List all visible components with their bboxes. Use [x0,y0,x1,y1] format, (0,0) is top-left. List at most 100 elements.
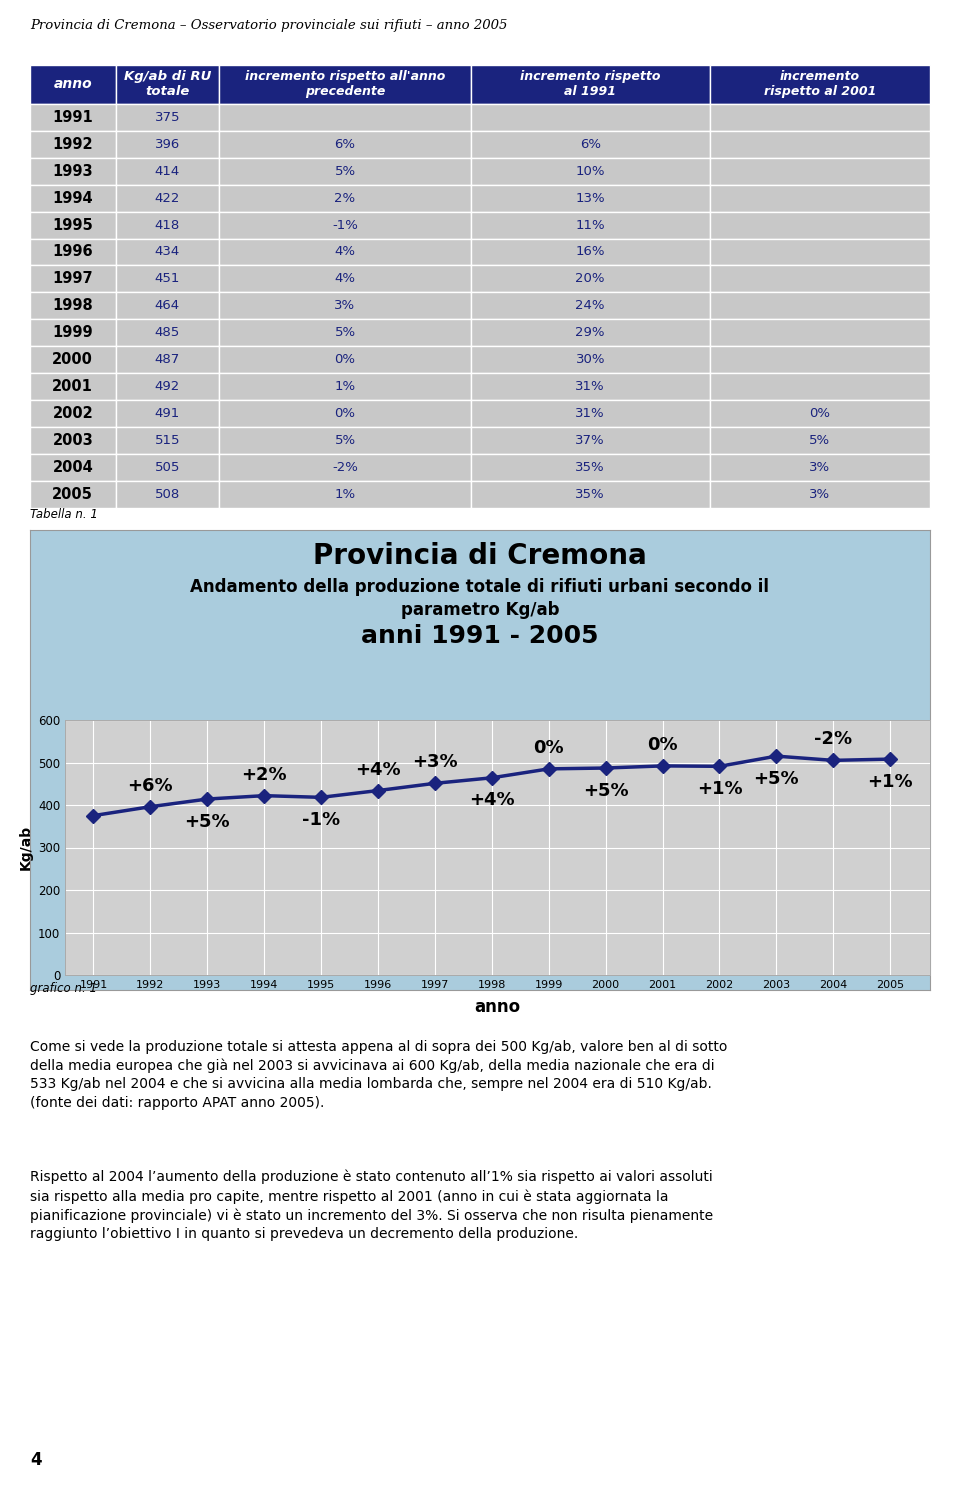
Text: incremento
rispetto al 2001: incremento rispetto al 2001 [763,71,876,98]
Text: +5%: +5% [583,782,629,800]
Text: 24%: 24% [575,299,605,313]
FancyBboxPatch shape [219,482,471,507]
Text: 10%: 10% [575,165,605,178]
Text: 37%: 37% [575,435,605,447]
FancyBboxPatch shape [115,266,219,293]
FancyBboxPatch shape [219,157,471,184]
Text: 35%: 35% [575,461,605,474]
Text: Tabella n. 1: Tabella n. 1 [30,509,98,521]
Text: 1%: 1% [334,488,355,501]
Text: +2%: +2% [241,766,287,784]
FancyBboxPatch shape [219,346,471,373]
Text: 492: 492 [155,381,180,393]
Text: +3%: +3% [412,753,458,772]
Text: 1997: 1997 [53,272,93,287]
FancyBboxPatch shape [471,427,709,455]
Text: 515: 515 [155,435,180,447]
Text: anni 1991 - 2005: anni 1991 - 2005 [361,624,599,648]
FancyBboxPatch shape [709,346,930,373]
FancyBboxPatch shape [709,211,930,239]
Text: 5%: 5% [334,435,355,447]
Text: +4%: +4% [355,761,401,779]
FancyBboxPatch shape [709,319,930,346]
Text: 2001: 2001 [52,379,93,394]
Text: Kg/ab di RU
totale: Kg/ab di RU totale [124,71,211,98]
Text: +5%: +5% [754,770,799,788]
FancyBboxPatch shape [219,455,471,482]
Text: 16%: 16% [575,246,605,258]
Text: 508: 508 [155,488,180,501]
Text: 451: 451 [155,272,180,285]
Text: 491: 491 [155,408,180,420]
Text: 396: 396 [155,137,180,151]
Text: +1%: +1% [867,773,913,791]
FancyBboxPatch shape [219,266,471,293]
Text: 3%: 3% [809,461,830,474]
FancyBboxPatch shape [471,482,709,507]
Text: parametro Kg/ab: parametro Kg/ab [400,601,560,619]
FancyBboxPatch shape [115,131,219,157]
FancyBboxPatch shape [219,239,471,266]
Text: 2005: 2005 [52,488,93,501]
Text: -1%: -1% [332,219,358,231]
Text: 2%: 2% [334,192,355,204]
Text: Rispetto al 2004 l’aumento della produzione è stato contenuto all’1% sia rispett: Rispetto al 2004 l’aumento della produzi… [30,1170,713,1241]
FancyBboxPatch shape [30,346,115,373]
FancyBboxPatch shape [219,65,471,104]
FancyBboxPatch shape [471,184,709,211]
FancyBboxPatch shape [709,104,930,131]
FancyBboxPatch shape [30,131,115,157]
Text: 31%: 31% [575,408,605,420]
Text: 4%: 4% [334,246,355,258]
Text: 1995: 1995 [53,217,93,233]
Text: grafico n. 1: grafico n. 1 [30,982,97,995]
Text: 2003: 2003 [53,433,93,448]
FancyBboxPatch shape [709,239,930,266]
Text: 13%: 13% [575,192,605,204]
FancyBboxPatch shape [30,104,115,131]
Text: 464: 464 [155,299,180,313]
FancyBboxPatch shape [115,65,219,104]
Text: 0%: 0% [809,408,830,420]
FancyBboxPatch shape [115,293,219,319]
Text: 2002: 2002 [53,406,93,421]
FancyBboxPatch shape [115,346,219,373]
FancyBboxPatch shape [219,319,471,346]
Text: 1996: 1996 [53,245,93,260]
FancyBboxPatch shape [709,157,930,184]
Text: 487: 487 [155,353,180,367]
Text: +1%: +1% [697,781,742,797]
Text: incremento rispetto
al 1991: incremento rispetto al 1991 [520,71,660,98]
Text: 20%: 20% [575,272,605,285]
FancyBboxPatch shape [471,104,709,131]
FancyBboxPatch shape [30,482,115,507]
Text: Provincia di Cremona: Provincia di Cremona [313,542,647,569]
Text: 6%: 6% [334,137,355,151]
Text: 422: 422 [155,192,180,204]
Text: 1993: 1993 [53,163,93,178]
Text: 1999: 1999 [53,325,93,340]
Text: 29%: 29% [575,326,605,340]
Text: 4%: 4% [334,272,355,285]
FancyBboxPatch shape [30,65,115,104]
FancyBboxPatch shape [471,65,709,104]
FancyBboxPatch shape [30,157,115,184]
Text: 1994: 1994 [53,190,93,205]
FancyBboxPatch shape [30,427,115,455]
FancyBboxPatch shape [219,400,471,427]
Text: 3%: 3% [334,299,355,313]
FancyBboxPatch shape [115,211,219,239]
Text: Provincia di Cremona – Osservatorio provinciale sui rifiuti – anno 2005: Provincia di Cremona – Osservatorio prov… [30,20,508,32]
Text: 485: 485 [155,326,180,340]
FancyBboxPatch shape [115,104,219,131]
Text: 418: 418 [155,219,180,231]
FancyBboxPatch shape [30,373,115,400]
Text: -2%: -2% [814,731,852,749]
Text: 5%: 5% [809,435,830,447]
FancyBboxPatch shape [115,427,219,455]
FancyBboxPatch shape [471,373,709,400]
FancyBboxPatch shape [471,239,709,266]
Text: 505: 505 [155,461,180,474]
Text: 6%: 6% [580,137,601,151]
FancyBboxPatch shape [219,373,471,400]
